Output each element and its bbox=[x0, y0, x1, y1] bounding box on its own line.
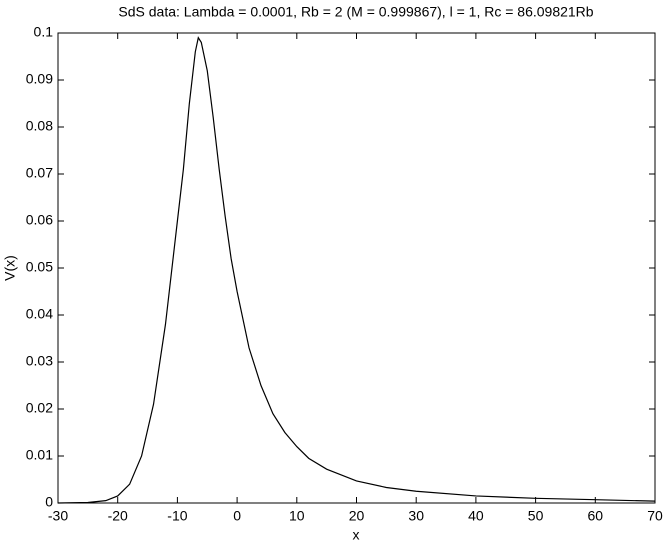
x-tick-label: -10 bbox=[167, 508, 187, 524]
x-tick-label: 40 bbox=[468, 508, 484, 524]
y-tick-label: 0.09 bbox=[26, 71, 53, 87]
x-tick-label: -20 bbox=[108, 508, 128, 524]
x-tick-label: 0 bbox=[233, 508, 241, 524]
y-tick-label: 0.04 bbox=[26, 306, 53, 322]
x-tick-label: -30 bbox=[48, 508, 68, 524]
x-tick-label: 20 bbox=[349, 508, 365, 524]
y-tick-label: 0.05 bbox=[26, 259, 53, 275]
y-tick-label: 0.06 bbox=[26, 212, 53, 228]
y-tick-label: 0.08 bbox=[26, 118, 53, 134]
y-tick-label: 0.02 bbox=[26, 400, 53, 416]
y-tick-label: 0.07 bbox=[26, 165, 53, 181]
y-tick-label: 0.1 bbox=[34, 24, 54, 40]
y-tick-label: 0.01 bbox=[26, 447, 53, 463]
x-tick-label: 50 bbox=[528, 508, 544, 524]
x-tick-label: 10 bbox=[289, 508, 305, 524]
x-axis-label: x bbox=[353, 527, 360, 543]
data-line bbox=[57, 36, 656, 504]
chart-title: SdS data: Lambda = 0.0001, Rb = 2 (M = 0… bbox=[118, 4, 593, 20]
x-tick-label: 30 bbox=[408, 508, 424, 524]
y-axis-label: V(x) bbox=[2, 255, 18, 281]
y-tick-label: 0 bbox=[45, 494, 53, 510]
x-tick-label: 60 bbox=[588, 508, 604, 524]
y-tick-label: 0.03 bbox=[26, 353, 53, 369]
x-tick-label: 70 bbox=[647, 508, 663, 524]
